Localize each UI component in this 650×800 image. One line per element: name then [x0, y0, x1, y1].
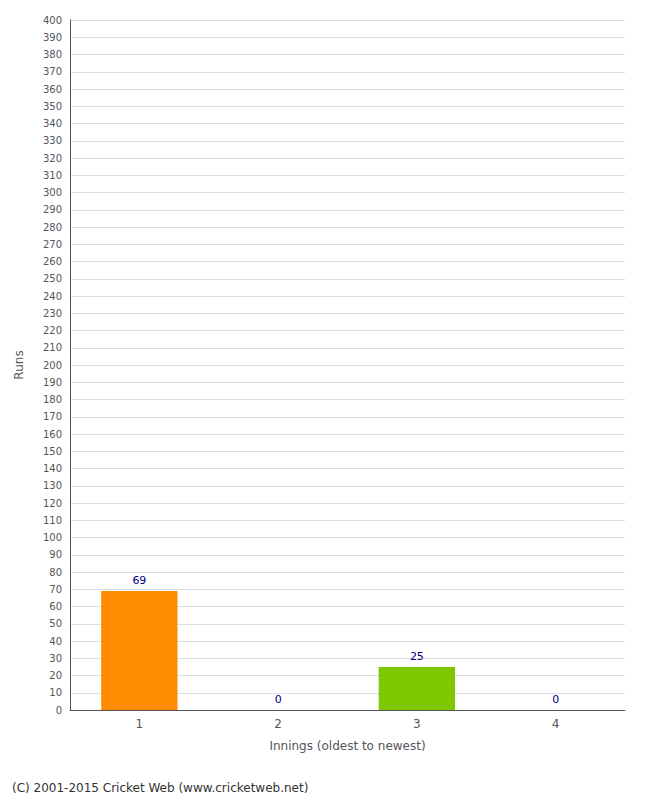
svg-text:270: 270: [43, 239, 62, 250]
svg-text:240: 240: [43, 291, 62, 302]
svg-text:40: 40: [49, 636, 62, 647]
svg-text:120: 120: [43, 498, 62, 509]
svg-text:140: 140: [43, 463, 62, 474]
svg-text:110: 110: [43, 515, 62, 526]
svg-text:1: 1: [136, 717, 144, 731]
svg-text:210: 210: [43, 342, 62, 353]
svg-text:3: 3: [413, 717, 421, 731]
svg-text:190: 190: [43, 377, 62, 388]
svg-text:310: 310: [43, 170, 62, 181]
svg-text:Runs: Runs: [12, 350, 26, 379]
svg-text:200: 200: [43, 360, 62, 371]
svg-text:370: 370: [43, 66, 62, 77]
svg-text:10: 10: [49, 687, 62, 698]
svg-text:390: 390: [43, 32, 62, 43]
svg-text:2: 2: [274, 717, 282, 731]
svg-text:320: 320: [43, 153, 62, 164]
svg-text:360: 360: [43, 84, 62, 95]
svg-text:90: 90: [49, 549, 62, 560]
svg-text:0: 0: [56, 705, 62, 716]
svg-text:4: 4: [552, 717, 560, 731]
svg-text:380: 380: [43, 49, 62, 60]
svg-text:180: 180: [43, 394, 62, 405]
svg-text:150: 150: [43, 446, 62, 457]
svg-text:350: 350: [43, 101, 62, 112]
svg-text:230: 230: [43, 308, 62, 319]
svg-text:170: 170: [43, 411, 62, 422]
svg-text:100: 100: [43, 532, 62, 543]
svg-text:280: 280: [43, 222, 62, 233]
svg-text:160: 160: [43, 429, 62, 440]
svg-text:20: 20: [49, 670, 62, 681]
svg-text:(C) 2001-2015 Cricket Web (www: (C) 2001-2015 Cricket Web (www.cricketwe…: [12, 781, 308, 795]
svg-text:340: 340: [43, 118, 62, 129]
svg-text:60: 60: [49, 601, 62, 612]
svg-text:50: 50: [49, 618, 62, 629]
svg-text:400: 400: [43, 15, 62, 26]
svg-text:80: 80: [49, 567, 62, 578]
svg-text:260: 260: [43, 256, 62, 267]
svg-text:25: 25: [410, 650, 424, 663]
svg-text:300: 300: [43, 187, 62, 198]
svg-text:130: 130: [43, 480, 62, 491]
svg-text:69: 69: [132, 574, 146, 587]
svg-text:250: 250: [43, 273, 62, 284]
svg-text:220: 220: [43, 325, 62, 336]
svg-text:70: 70: [49, 584, 62, 595]
svg-text:0: 0: [275, 693, 282, 706]
svg-text:290: 290: [43, 204, 62, 215]
svg-text:Innings (oldest to newest): Innings (oldest to newest): [269, 739, 425, 753]
svg-text:0: 0: [552, 693, 559, 706]
svg-text:330: 330: [43, 135, 62, 146]
svg-text:30: 30: [49, 653, 62, 664]
